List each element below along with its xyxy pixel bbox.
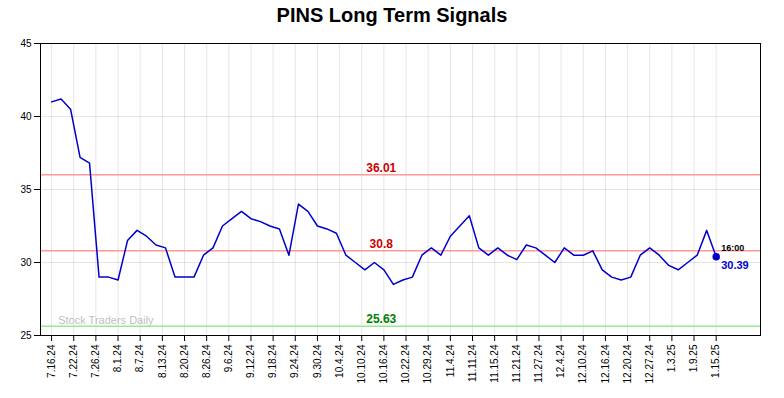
svg-text:12.16.24: 12.16.24 <box>600 344 611 383</box>
svg-text:30.8: 30.8 <box>370 237 394 251</box>
svg-text:8.20.24: 8.20.24 <box>179 344 190 378</box>
svg-text:9.6.24: 9.6.24 <box>223 344 234 372</box>
svg-text:9.18.24: 9.18.24 <box>267 344 278 378</box>
svg-text:25: 25 <box>20 330 32 341</box>
svg-text:8.1.24: 8.1.24 <box>112 344 123 372</box>
svg-text:10.16.24: 10.16.24 <box>378 344 389 383</box>
svg-text:1.9.25: 1.9.25 <box>688 344 699 372</box>
svg-text:11.11.24: 11.11.24 <box>467 344 478 382</box>
svg-text:10.4.24: 10.4.24 <box>334 344 345 378</box>
svg-text:9.30.24: 9.30.24 <box>312 344 323 378</box>
html-text:PINS Long Term Signals: PINS Long Term Signals <box>276 4 508 26</box>
svg-text:36.01: 36.01 <box>366 161 396 175</box>
svg-text:8.13.24: 8.13.24 <box>157 344 168 378</box>
svg-text:45: 45 <box>20 38 32 49</box>
svg-text:12.4.24: 12.4.24 <box>555 344 566 378</box>
svg-text:11.15.24: 11.15.24 <box>489 344 500 383</box>
svg-text:10.29.24: 10.29.24 <box>422 344 433 383</box>
svg-text:10.10.24: 10.10.24 <box>356 344 367 383</box>
svg-text:Stock Traders Daily: Stock Traders Daily <box>58 314 154 326</box>
svg-text:40: 40 <box>20 111 32 122</box>
svg-text:30: 30 <box>20 257 32 268</box>
svg-text:10.22.24: 10.22.24 <box>400 344 411 383</box>
svg-text:7.22.24: 7.22.24 <box>68 344 79 378</box>
svg-text:7.26.24: 7.26.24 <box>90 344 101 378</box>
svg-text:1.3.25: 1.3.25 <box>666 344 677 372</box>
svg-text:11.27.24: 11.27.24 <box>533 344 544 383</box>
svg-text:1.15.25: 1.15.25 <box>710 344 721 378</box>
svg-text:25.63: 25.63 <box>366 312 396 326</box>
svg-text:16:00: 16:00 <box>721 243 744 253</box>
svg-text:9.24.24: 9.24.24 <box>289 344 300 378</box>
svg-text:12.10.24: 12.10.24 <box>577 344 588 383</box>
svg-text:12.27.24: 12.27.24 <box>644 344 655 383</box>
svg-text:8.7.24: 8.7.24 <box>134 344 145 372</box>
svg-text:7.16.24: 7.16.24 <box>46 344 57 378</box>
svg-text:35: 35 <box>20 184 32 195</box>
svg-text:8.26.24: 8.26.24 <box>201 344 212 378</box>
svg-text:30.39: 30.39 <box>721 259 749 271</box>
svg-text:11.21.24: 11.21.24 <box>511 344 522 383</box>
svg-text:11.4.24: 11.4.24 <box>445 344 456 377</box>
svg-text:9.12.24: 9.12.24 <box>245 344 256 378</box>
svg-text:12.20.24: 12.20.24 <box>622 344 633 383</box>
